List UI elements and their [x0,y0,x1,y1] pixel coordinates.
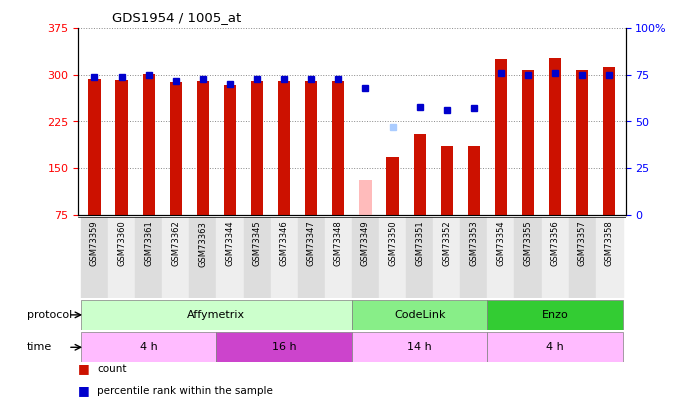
Bar [243,217,271,298]
Text: GDS1954 / 1005_at: GDS1954 / 1005_at [112,11,241,24]
Bar [251,81,263,215]
Bar [216,332,352,362]
Bar [488,217,515,298]
Text: GSM73359: GSM73359 [90,221,99,266]
Bar [333,81,345,215]
Bar [197,81,209,215]
Text: GSM73347: GSM73347 [307,221,316,266]
Text: GSM73348: GSM73348 [334,221,343,266]
Bar [352,332,488,362]
Text: count: count [97,364,126,373]
Bar [576,70,588,215]
Text: GSM73355: GSM73355 [524,221,532,266]
Bar [406,217,433,298]
Bar [568,217,596,298]
Bar [298,217,325,298]
Text: protocol: protocol [27,310,73,320]
Text: GSM73356: GSM73356 [551,221,560,266]
Bar [541,217,568,298]
Text: time: time [27,342,52,352]
Text: GSM73363: GSM73363 [199,221,207,266]
Bar [163,217,189,298]
Text: GSM73360: GSM73360 [117,221,126,266]
Bar [413,134,426,215]
Text: 4 h: 4 h [140,342,158,352]
Bar [441,146,453,215]
Bar [88,79,101,215]
Bar [488,332,623,362]
Bar [278,81,290,215]
Bar [325,217,352,298]
Bar [108,217,135,298]
Text: GSM73357: GSM73357 [578,221,587,266]
Text: Enzo: Enzo [542,310,568,320]
Bar [522,70,534,215]
Text: GSM73358: GSM73358 [605,221,614,266]
Bar [515,217,541,298]
Bar [81,332,216,362]
Bar [352,217,379,298]
Bar [603,67,615,215]
Bar [359,181,371,215]
Text: ■: ■ [78,384,90,397]
Text: GSM73353: GSM73353 [469,221,478,266]
Text: 16 h: 16 h [272,342,296,352]
Bar [169,82,182,215]
Bar [386,157,398,215]
Text: GSM73349: GSM73349 [361,221,370,266]
Text: GSM73345: GSM73345 [252,221,262,266]
Bar [81,300,352,330]
Bar [488,300,623,330]
Text: 4 h: 4 h [546,342,564,352]
Text: GSM73344: GSM73344 [226,221,235,266]
Text: GSM73362: GSM73362 [171,221,180,266]
Bar [143,74,155,215]
Text: 14 h: 14 h [407,342,432,352]
Text: GSM73350: GSM73350 [388,221,397,266]
Text: GSM73354: GSM73354 [496,221,505,266]
Bar [460,217,488,298]
Text: ■: ■ [78,362,90,375]
Text: GSM73352: GSM73352 [442,221,452,266]
Bar [468,146,480,215]
Text: GSM73346: GSM73346 [279,221,288,266]
Bar [305,81,318,215]
Bar [379,217,406,298]
Bar [216,217,243,298]
Bar [352,300,488,330]
Text: GSM73351: GSM73351 [415,221,424,266]
Bar [135,217,163,298]
Text: CodeLink: CodeLink [394,310,445,320]
Bar [81,217,108,298]
Bar [224,85,236,215]
Bar [116,80,128,215]
Text: GSM73361: GSM73361 [144,221,153,266]
Bar [596,217,623,298]
Bar [433,217,460,298]
Bar [495,60,507,215]
Bar [189,217,216,298]
Text: percentile rank within the sample: percentile rank within the sample [97,386,273,396]
Bar [271,217,298,298]
Bar [549,58,561,215]
Text: Affymetrix: Affymetrix [188,310,245,320]
